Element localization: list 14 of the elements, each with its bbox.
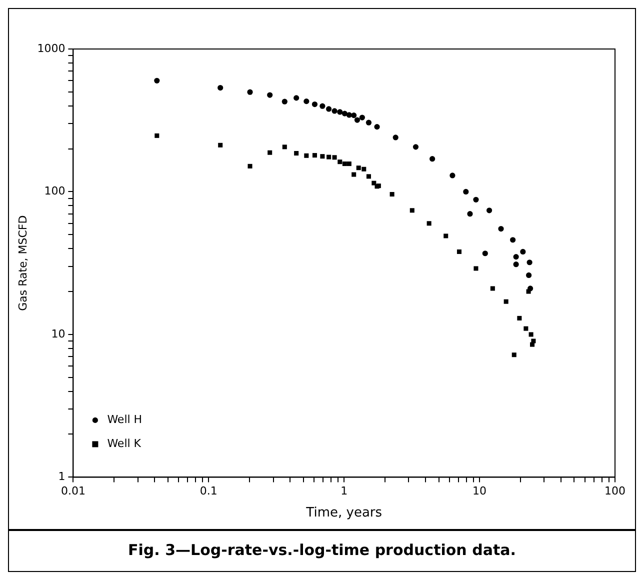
x-tick-label: 10	[472, 484, 487, 498]
y-tick-label: 10	[51, 327, 66, 340]
x-tick-label: 0.1	[200, 484, 218, 498]
y-tick-label: 1	[58, 470, 66, 484]
y-tick-label: 100	[44, 184, 66, 198]
x-axis-title: Time, years	[305, 506, 382, 521]
x-tick-label: 0.01	[60, 484, 86, 498]
legend-label: Well H	[107, 413, 142, 426]
y-tick-label: 1000	[37, 42, 66, 55]
text: Fig. 3—Log-rate-vs.-log-time production data.	[9, 529, 635, 571]
x-tick-label: 1	[340, 484, 348, 498]
x-tick-label: 100	[604, 484, 626, 498]
y-axis-title: Gas Rate, MSCFD	[16, 215, 30, 311]
legend-label: Well K	[107, 437, 142, 450]
